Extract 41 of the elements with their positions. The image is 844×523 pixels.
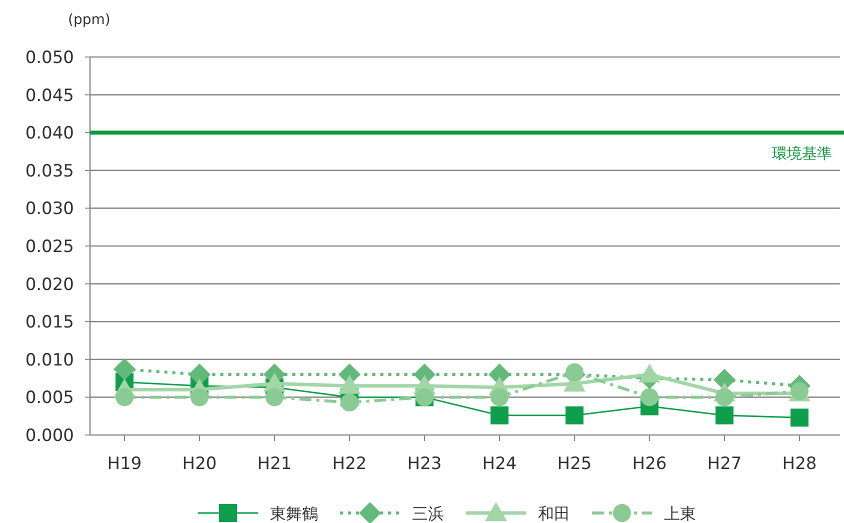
- legend-label: 和田: [538, 504, 570, 523]
- x-tick-label: H22: [332, 454, 367, 474]
- point: [190, 388, 208, 406]
- y-tick-label: 0.000: [25, 426, 74, 446]
- ref-line-label: 環境基準: [772, 144, 832, 163]
- y-tick-label: 0.010: [25, 350, 74, 370]
- y-tick-label: 0.050: [25, 48, 74, 68]
- y-tick-label: 0.030: [25, 199, 74, 220]
- point: [716, 406, 734, 424]
- point: [566, 406, 584, 424]
- x-tick-label: H21: [257, 454, 292, 474]
- point: [490, 388, 508, 406]
- y-tick-label: 0.025: [25, 237, 74, 257]
- legend-label: 東舞鶴: [270, 504, 318, 523]
- point: [114, 358, 136, 380]
- x-tick-label: H26: [632, 454, 667, 474]
- point: [266, 388, 284, 406]
- point: [638, 364, 660, 383]
- y-tick-label: 0.015: [25, 312, 74, 333]
- x-tick-label: H24: [482, 454, 517, 474]
- point: [790, 408, 808, 427]
- x-tick-label: H27: [707, 454, 742, 474]
- y-tick-label: 0.005: [25, 388, 74, 408]
- y-tick-label: 0.035: [25, 161, 74, 182]
- x-tick-label: H19: [107, 454, 142, 474]
- point: [338, 374, 360, 394]
- point: [640, 388, 658, 406]
- y-axis-title: (ppm): [68, 12, 110, 28]
- point: [490, 406, 508, 424]
- y-tick-label: 0.045: [25, 86, 74, 106]
- x-tick-label: H23: [407, 454, 442, 474]
- legend-label: 上東: [664, 504, 696, 523]
- y-tick-label: 0.020: [25, 274, 74, 295]
- y-tick-label: 0.040: [25, 124, 74, 144]
- point: [116, 388, 134, 406]
- legend-label: 三浜: [412, 504, 444, 523]
- point: [340, 393, 358, 412]
- x-tick-label: H28: [782, 454, 817, 474]
- x-tick-label: H20: [182, 454, 217, 474]
- x-tick-label: H25: [557, 454, 592, 474]
- point: [566, 363, 584, 382]
